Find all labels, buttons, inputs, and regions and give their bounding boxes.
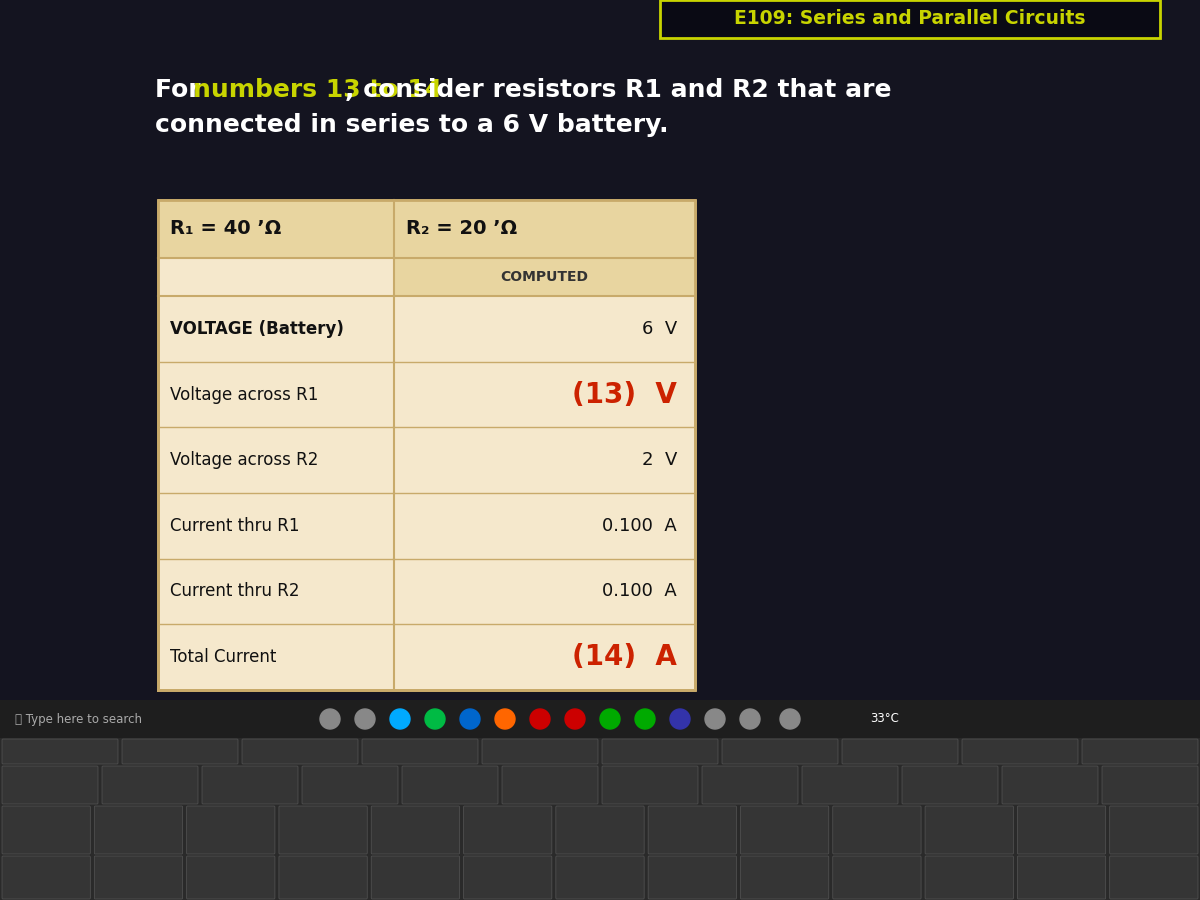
FancyBboxPatch shape xyxy=(371,856,460,899)
FancyBboxPatch shape xyxy=(2,806,90,854)
Text: Total Current: Total Current xyxy=(170,648,276,666)
Text: 2  V: 2 V xyxy=(642,451,677,469)
Text: VOLTAGE (Battery): VOLTAGE (Battery) xyxy=(170,320,344,338)
FancyBboxPatch shape xyxy=(187,856,275,899)
Circle shape xyxy=(460,709,480,729)
Text: Current thru R1: Current thru R1 xyxy=(170,517,300,535)
Circle shape xyxy=(320,709,340,729)
FancyBboxPatch shape xyxy=(1110,806,1198,854)
FancyBboxPatch shape xyxy=(648,806,737,854)
FancyBboxPatch shape xyxy=(648,856,737,899)
FancyBboxPatch shape xyxy=(0,700,1200,738)
FancyBboxPatch shape xyxy=(740,806,829,854)
Circle shape xyxy=(670,709,690,729)
FancyBboxPatch shape xyxy=(482,739,598,764)
FancyBboxPatch shape xyxy=(158,258,395,296)
FancyBboxPatch shape xyxy=(1018,856,1105,899)
FancyBboxPatch shape xyxy=(1102,766,1198,804)
FancyBboxPatch shape xyxy=(1018,806,1105,854)
FancyBboxPatch shape xyxy=(202,766,298,804)
Circle shape xyxy=(565,709,586,729)
Circle shape xyxy=(390,709,410,729)
FancyBboxPatch shape xyxy=(1110,856,1198,899)
Text: numbers 13 to 14: numbers 13 to 14 xyxy=(193,78,443,102)
Text: 0.100  A: 0.100 A xyxy=(602,517,677,535)
Text: Current thru R2: Current thru R2 xyxy=(170,582,300,600)
FancyBboxPatch shape xyxy=(1082,739,1198,764)
FancyBboxPatch shape xyxy=(278,806,367,854)
Circle shape xyxy=(780,709,800,729)
FancyBboxPatch shape xyxy=(2,856,90,899)
Text: R₁ = 40 ’Ω: R₁ = 40 ’Ω xyxy=(170,220,281,238)
FancyBboxPatch shape xyxy=(402,766,498,804)
FancyBboxPatch shape xyxy=(925,806,1013,854)
Text: ⌕ Type here to search: ⌕ Type here to search xyxy=(14,713,142,725)
FancyBboxPatch shape xyxy=(95,856,182,899)
FancyBboxPatch shape xyxy=(302,766,398,804)
FancyBboxPatch shape xyxy=(556,856,644,899)
FancyBboxPatch shape xyxy=(158,200,695,258)
Text: For: For xyxy=(155,78,209,102)
Text: COMPUTED: COMPUTED xyxy=(500,270,589,284)
FancyBboxPatch shape xyxy=(902,766,998,804)
FancyBboxPatch shape xyxy=(0,738,1200,900)
Text: Voltage across R2: Voltage across R2 xyxy=(170,451,318,469)
FancyBboxPatch shape xyxy=(102,766,198,804)
Circle shape xyxy=(530,709,550,729)
FancyBboxPatch shape xyxy=(158,200,695,690)
Circle shape xyxy=(600,709,620,729)
FancyBboxPatch shape xyxy=(925,856,1013,899)
Text: E109: Series and Parallel Circuits: E109: Series and Parallel Circuits xyxy=(734,10,1086,29)
FancyBboxPatch shape xyxy=(95,806,182,854)
FancyBboxPatch shape xyxy=(602,739,718,764)
Text: connected in series to a 6 V battery.: connected in series to a 6 V battery. xyxy=(155,113,668,137)
Text: 0.100  A: 0.100 A xyxy=(602,582,677,600)
FancyBboxPatch shape xyxy=(122,739,238,764)
Circle shape xyxy=(740,709,760,729)
FancyBboxPatch shape xyxy=(371,806,460,854)
FancyBboxPatch shape xyxy=(660,0,1160,38)
FancyBboxPatch shape xyxy=(740,856,829,899)
Text: (14)  A: (14) A xyxy=(572,644,677,671)
FancyBboxPatch shape xyxy=(833,856,922,899)
Circle shape xyxy=(425,709,445,729)
FancyBboxPatch shape xyxy=(842,739,958,764)
FancyBboxPatch shape xyxy=(802,766,898,804)
Text: 33°C: 33°C xyxy=(870,713,899,725)
FancyBboxPatch shape xyxy=(187,806,275,854)
FancyBboxPatch shape xyxy=(278,856,367,899)
Circle shape xyxy=(496,709,515,729)
FancyBboxPatch shape xyxy=(2,739,118,764)
FancyBboxPatch shape xyxy=(463,806,552,854)
FancyBboxPatch shape xyxy=(362,739,478,764)
FancyBboxPatch shape xyxy=(556,806,644,854)
Text: (13)  V: (13) V xyxy=(572,381,677,409)
Text: R₂ = 20 ’Ω: R₂ = 20 ’Ω xyxy=(407,220,517,238)
FancyBboxPatch shape xyxy=(702,766,798,804)
Circle shape xyxy=(635,709,655,729)
FancyBboxPatch shape xyxy=(502,766,598,804)
FancyBboxPatch shape xyxy=(1002,766,1098,804)
FancyBboxPatch shape xyxy=(242,739,358,764)
Text: Voltage across R1: Voltage across R1 xyxy=(170,385,318,403)
FancyBboxPatch shape xyxy=(2,766,98,804)
FancyBboxPatch shape xyxy=(602,766,698,804)
FancyBboxPatch shape xyxy=(962,739,1078,764)
FancyBboxPatch shape xyxy=(463,856,552,899)
Circle shape xyxy=(706,709,725,729)
FancyBboxPatch shape xyxy=(395,258,695,296)
FancyBboxPatch shape xyxy=(722,739,838,764)
FancyBboxPatch shape xyxy=(833,806,922,854)
Text: 6  V: 6 V xyxy=(642,320,677,338)
Circle shape xyxy=(355,709,374,729)
Text: , consider resistors R1 and R2 that are: , consider resistors R1 and R2 that are xyxy=(346,78,892,102)
